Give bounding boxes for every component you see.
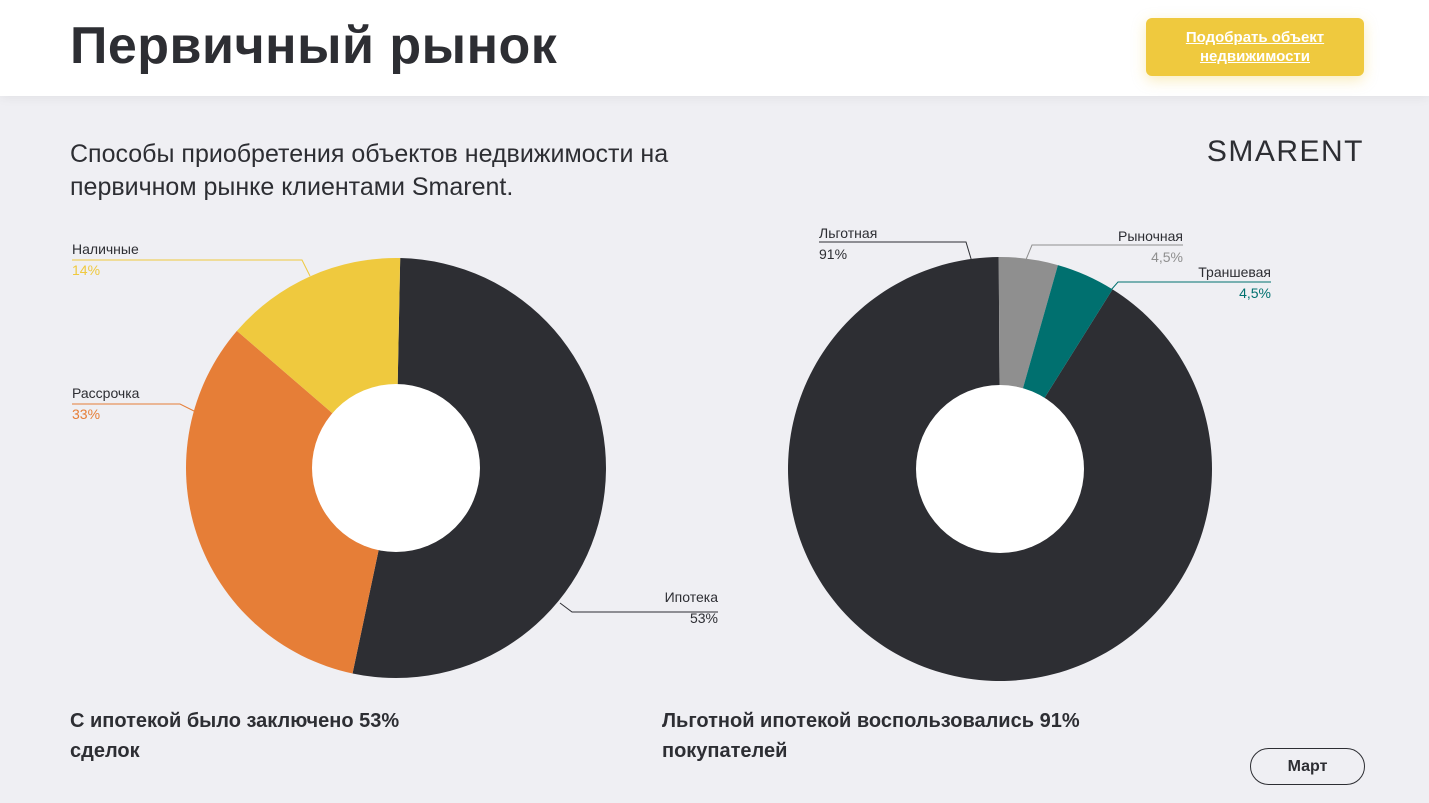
slice-label: Рыночная [1118,228,1183,244]
slice-value-label: 4,5% [1239,285,1271,301]
slice-value-label: 53% [690,610,718,626]
donut-hole [312,384,480,552]
label-leader-line [72,403,197,413]
slice-value-label: 33% [72,406,100,422]
header: Первичный рынок Подобрать объект недвижи… [0,0,1429,96]
donut-slice [186,330,396,674]
chart-subtitle: Способы приобретения объектов недвижимос… [70,140,669,201]
month-button[interactable]: Март [1250,748,1365,785]
slice-label: Льготная [819,225,877,241]
find-property-button[interactable]: Подобрать объект недвижимости [1146,18,1364,76]
slice-value-label: 91% [819,246,847,262]
label-leader-line [72,259,311,277]
summary-mortgage: С ипотекой было заключено 53% сделок [70,710,400,762]
slice-label: Ипотека [665,589,719,605]
slice-label: Наличные [72,241,139,257]
summary-preferential-mortgage: Льготной ипотекой воспользовались 91% по… [662,710,1080,762]
label-leader-line [1103,281,1271,299]
slice-label: Траншевая [1198,264,1271,280]
slice-label: Рассрочка [72,385,140,401]
label-leader-line [819,241,973,263]
brand-logo: SMARENT [1206,135,1364,168]
label-leader-line [1024,244,1183,263]
donut-hole [916,385,1084,553]
slice-value-label: 4,5% [1151,249,1183,265]
slice-value-label: 14% [72,262,100,278]
page-title: Первичный рынок [70,17,558,75]
label-leader-line [559,602,718,613]
